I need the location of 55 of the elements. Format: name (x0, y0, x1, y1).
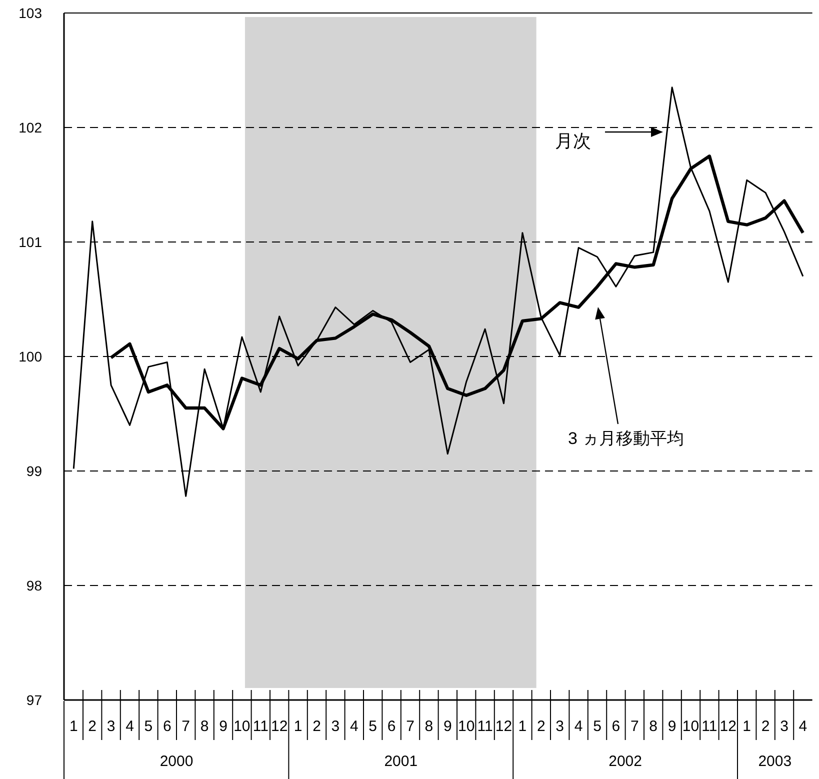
x-tick-label: 4 (574, 718, 583, 735)
x-tick-label: 3 (106, 718, 116, 735)
x-tick-label: 7 (182, 718, 190, 735)
x-tick-label: 5 (368, 718, 378, 735)
x-tick-label: 4 (798, 718, 808, 735)
x-tick-label: 7 (406, 718, 414, 735)
x-tick-label: 4 (126, 718, 134, 735)
annotation: 月次 (555, 127, 663, 151)
x-tick-label: 4 (350, 718, 358, 735)
x-tick-label: 8 (424, 718, 434, 735)
x2-tick-label: 2000 (160, 753, 194, 770)
y-tick-label: 103 (18, 5, 42, 21)
x-tick-label: 1 (518, 718, 527, 735)
x-tick-label: 10 (234, 718, 250, 735)
x-tick-label: 5 (144, 718, 153, 735)
annotation: 3 ヵ月移動平均 (568, 307, 684, 448)
x-tick-label: 2 (312, 718, 321, 735)
x-tick-label: 10 (682, 718, 700, 735)
x-tick-label: 3 (780, 718, 788, 735)
x-tick-label: 1 (69, 718, 78, 735)
x-tick-label: 7 (630, 718, 639, 735)
x-tick-label: 3 (556, 718, 564, 735)
x2-tick-label: 2001 (384, 753, 418, 770)
x-tick-label: 3 (331, 718, 340, 735)
x-tick-label: 2 (536, 718, 546, 735)
x-tick-label: 9 (668, 718, 676, 735)
y-tick-label: 101 (18, 234, 42, 250)
x-tick-label: 8 (200, 718, 209, 735)
x-tick-label: 8 (649, 718, 658, 735)
y-tick-label: 102 (18, 120, 42, 136)
x2-tick-label: 2003 (758, 753, 792, 770)
x-tick-label: 12 (720, 718, 736, 735)
x-tick-label: 6 (162, 718, 172, 735)
x-tick-label: 11 (477, 718, 493, 735)
y-tick-label: 100 (18, 348, 42, 364)
annotation: 月次 (555, 131, 591, 151)
x-tick-label: 12 (271, 718, 288, 735)
x-tick-label: 9 (219, 718, 228, 735)
x-tick-label: 9 (443, 718, 452, 735)
x-tick-label: 6 (612, 718, 620, 735)
x-tick-label: 2 (88, 718, 97, 735)
annotation: 3 ヵ月移動平均 (568, 429, 684, 448)
x2-tick-label: 2002 (608, 753, 642, 770)
y-tick-label: 97 (26, 692, 42, 708)
x-tick-label: 11 (252, 718, 268, 735)
x-tick-label: 10 (458, 718, 475, 735)
x-tick-label: 1 (294, 718, 302, 735)
y-tick-label: 98 (26, 578, 42, 594)
x-tick-label: 11 (702, 718, 718, 735)
y-tick-label: 99 (26, 463, 42, 479)
x-tick-label: 1 (742, 718, 752, 735)
x-tick-label: 12 (495, 718, 512, 735)
x-tick-label: 2 (761, 718, 770, 735)
x-tick-label: 5 (593, 718, 602, 735)
x-tick-label: 6 (387, 718, 396, 735)
